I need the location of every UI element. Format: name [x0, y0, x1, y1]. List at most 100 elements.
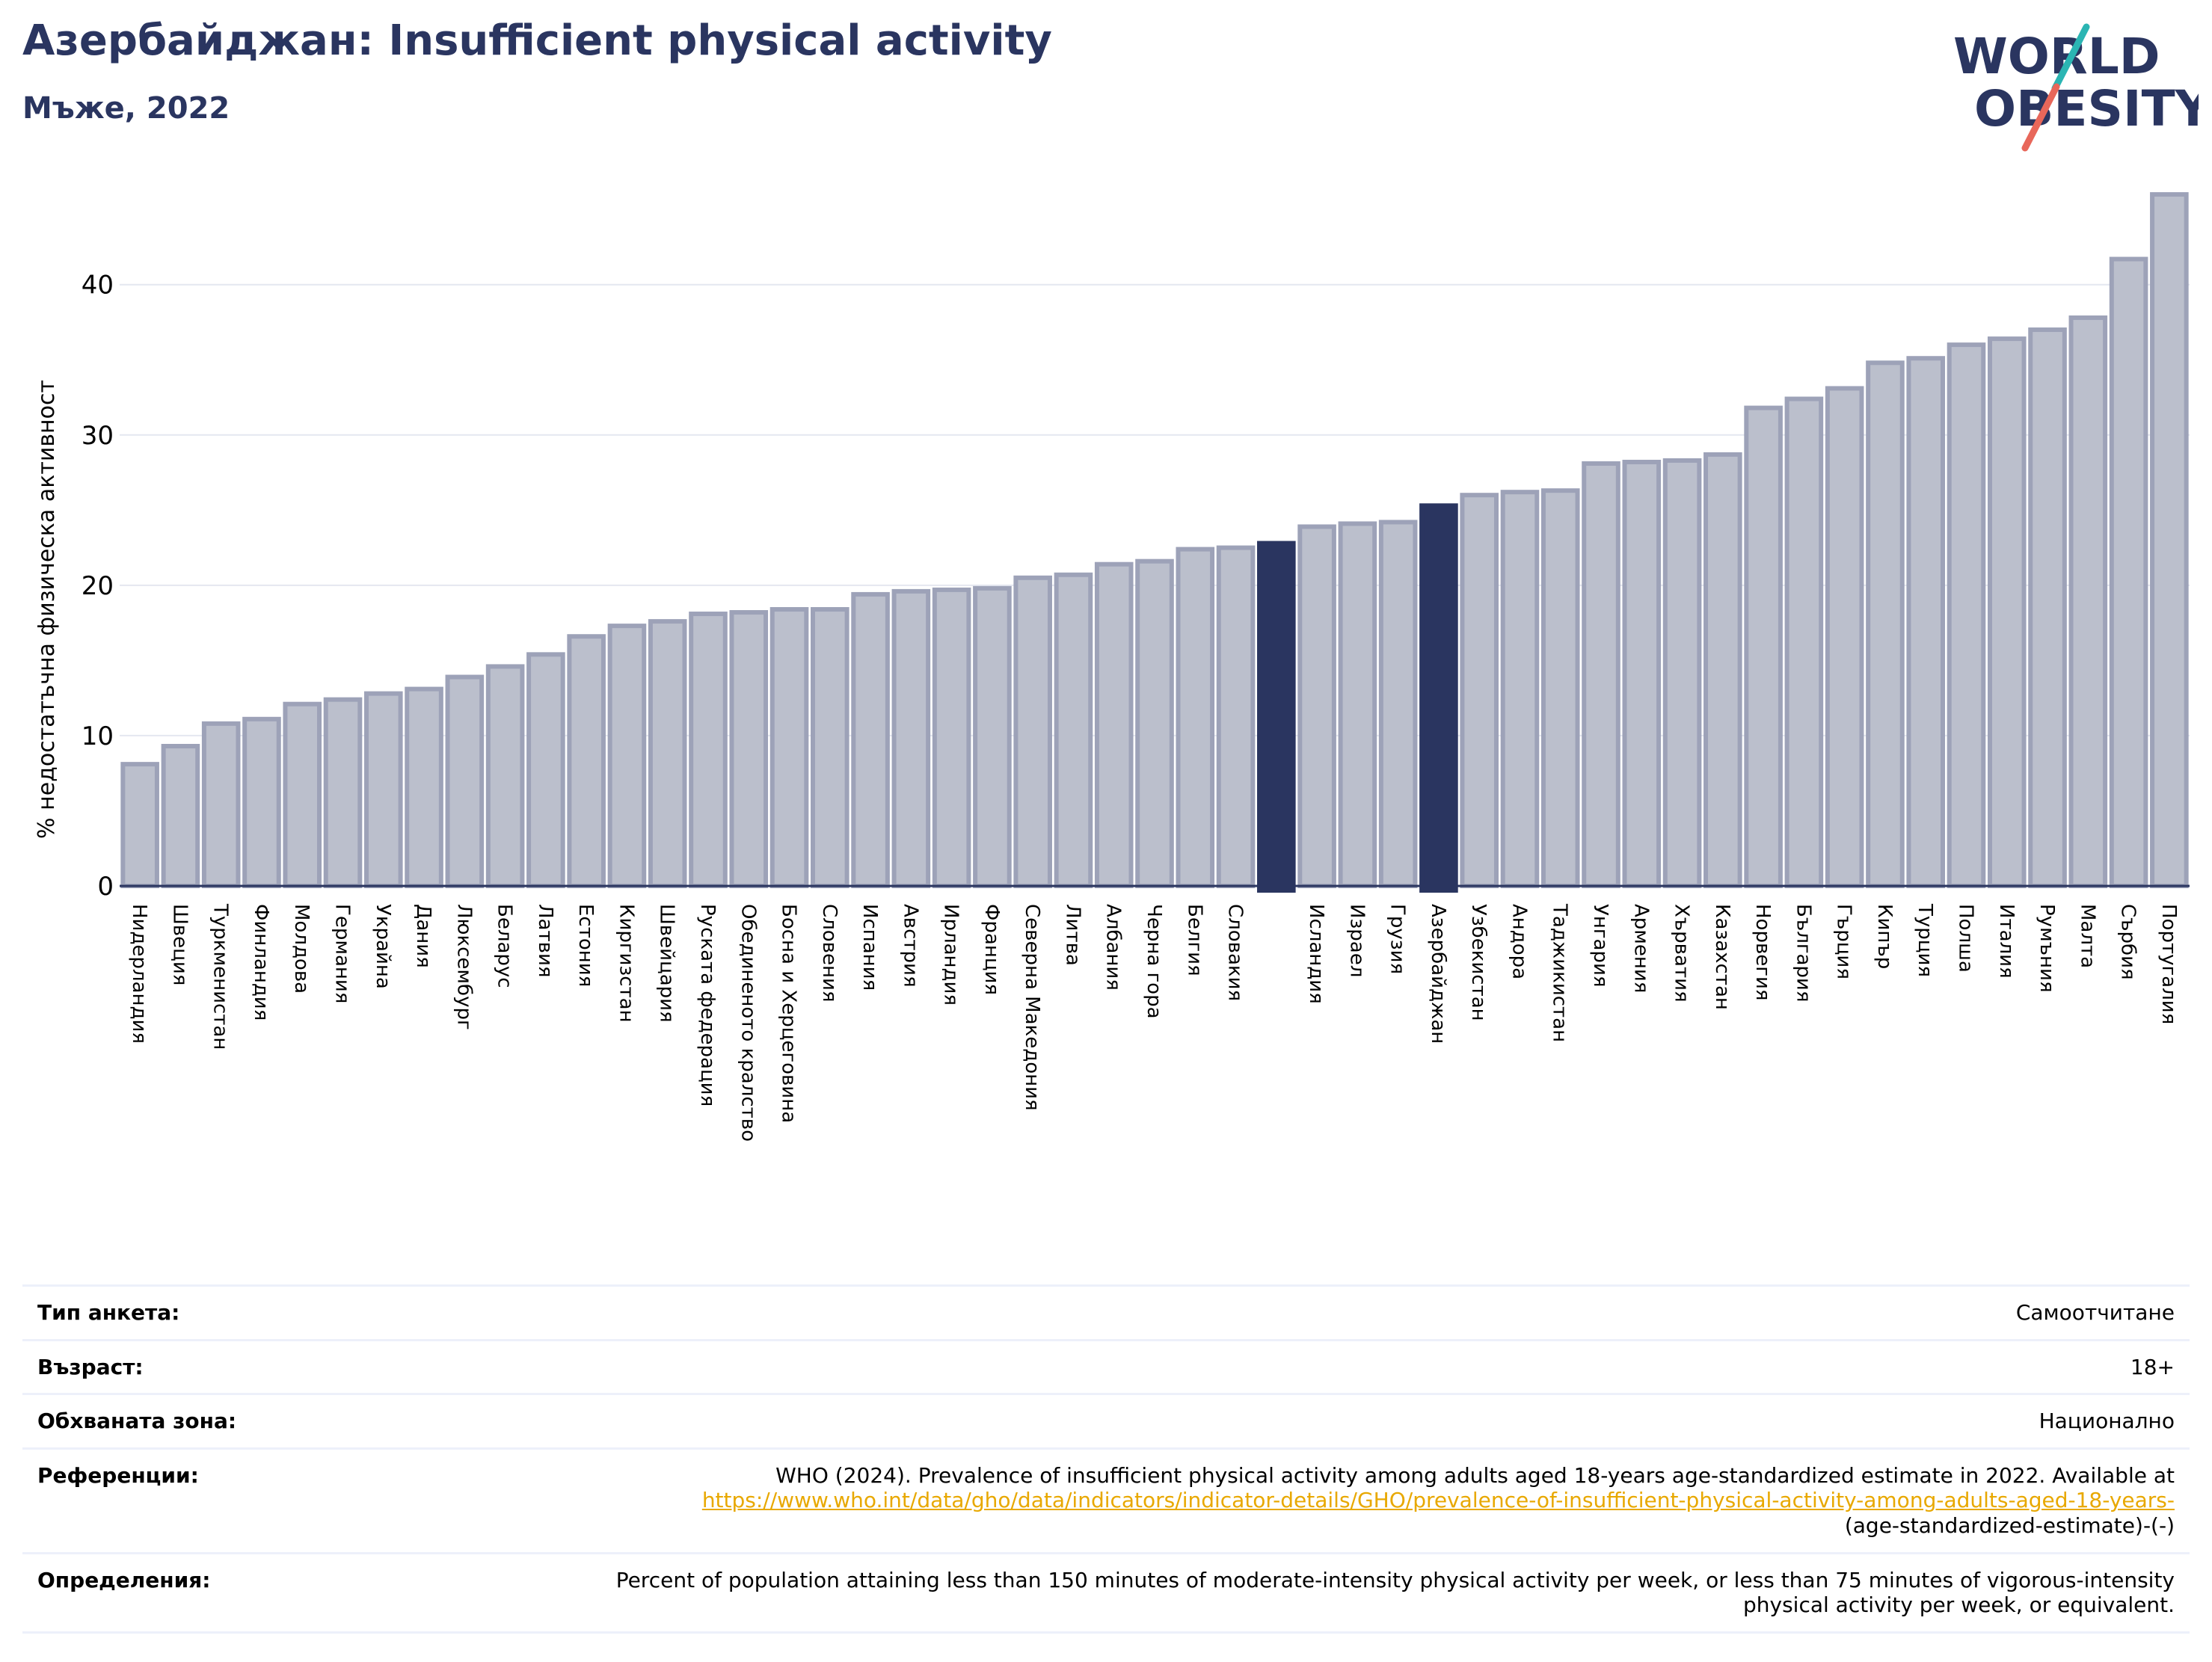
bar	[120, 762, 159, 888]
x-tick-label: Словакия	[1224, 904, 1247, 1001]
bar	[851, 591, 890, 889]
x-tick-label: Исландия	[1305, 904, 1327, 1004]
y-tick-label: 0	[97, 872, 114, 902]
bar	[1338, 521, 1377, 889]
x-tick-label: Кипър	[1873, 904, 1896, 969]
x-tick-label: Грузия	[1386, 904, 1409, 974]
bar	[1906, 356, 1946, 888]
bar	[2068, 315, 2108, 888]
x-tick-label: Гърция	[1833, 904, 1855, 979]
info-row-coverage: Обхваната зона: Национално	[22, 1393, 2190, 1447]
info-row-definitions: Определения: Percent of population attai…	[22, 1551, 2190, 1634]
x-tick-label: Молдова	[290, 904, 313, 994]
x-tick-label: Обединеното кралство	[737, 904, 759, 1142]
bar-chart: 0 10 20 30 40 Нидерландия Швеция Туркменистан Ф…	[34, 192, 2190, 1142]
x-tick-label: Украйна	[372, 904, 394, 989]
logo-slash-teal	[2051, 23, 2090, 92]
x-tick-label: Киргизстан	[615, 904, 637, 1023]
x-tick-label: Таджикистан	[1549, 903, 1571, 1042]
x-tick-label: Черна гора	[1143, 904, 1165, 1019]
bar	[242, 716, 281, 888]
x-tick-label: Северна Македония	[1021, 904, 1043, 1111]
bar	[1054, 572, 1093, 888]
y-tick-labels: 0 10 20 30 40	[82, 271, 114, 902]
world-obesity-logo: WORLD OBESITY	[1953, 23, 2199, 152]
bar	[769, 607, 809, 888]
x-tick-label: Италия	[1995, 904, 2018, 979]
logo-word-world: WORLD	[1953, 28, 2160, 85]
x-tick-label: Узбекистан	[1467, 904, 1490, 1021]
y-tick-label: 40	[82, 271, 114, 301]
y-tick-label: 10	[82, 721, 114, 751]
bar	[973, 585, 1012, 888]
bar	[891, 588, 931, 888]
info-label: Определения:	[37, 1567, 211, 1592]
x-tick-label: Белгия	[1183, 904, 1205, 976]
bar	[1582, 461, 1620, 888]
x-tick-label: Латвия	[534, 904, 556, 978]
bar	[1825, 386, 1864, 888]
x-tick-label: Испания	[858, 904, 881, 991]
x-tick-label: Полша	[1954, 904, 1976, 973]
x-tick-label: Литва	[1061, 904, 1084, 966]
bar	[363, 691, 403, 888]
x-tick-label: Турция	[1914, 903, 1936, 977]
bar	[1135, 558, 1174, 888]
bar	[689, 612, 728, 888]
x-tick-label: Руската федерация	[696, 904, 719, 1107]
x-tick-label: Германия	[331, 904, 354, 1003]
bar	[1500, 490, 1540, 888]
info-label: Възраст:	[37, 1354, 144, 1379]
x-tick-label: Казахстан	[1711, 904, 1733, 1010]
bar	[1744, 405, 1783, 888]
x-tick-label: Албания	[1102, 904, 1125, 991]
info-value: Национално	[2039, 1409, 2175, 1434]
x-tick-label: Норвегия	[1751, 904, 1774, 1000]
x-tick-label: Азербайджан	[1427, 904, 1449, 1044]
bar	[932, 587, 971, 888]
bar	[1622, 459, 1662, 888]
x-tick-label: Дания	[412, 904, 434, 968]
bar	[445, 674, 485, 888]
reference-link[interactable]: https://www.who.int/data/gho/data/indica…	[701, 1488, 2175, 1513]
x-tick-label: Франция	[980, 904, 1003, 995]
info-value: Самоотчитане	[2015, 1300, 2175, 1325]
bar	[2028, 327, 2067, 889]
bar	[1540, 488, 1580, 888]
x-tick-label: Босна и Херцеговина	[778, 904, 800, 1123]
y-tick-label: 30	[82, 421, 114, 451]
bar	[1378, 520, 1418, 888]
bar	[1297, 524, 1336, 888]
info-table: Тип анкета: Самоотчитане Възраст: 18+ Об…	[22, 1284, 2190, 1634]
bar	[607, 624, 647, 888]
bar	[283, 701, 322, 888]
bar	[1013, 575, 1052, 889]
x-tick-label: Нидерландия	[128, 904, 150, 1044]
info-row-age: Възраст: 18+	[22, 1338, 2190, 1394]
bar	[1176, 547, 1215, 888]
bar	[1866, 360, 1905, 888]
x-tick-label: Армения	[1629, 904, 1652, 993]
x-tick-label: Беларус	[494, 904, 516, 988]
x-tick-label: България	[1792, 904, 1814, 1002]
x-tick-label: Швейцария	[656, 904, 678, 1023]
x-tick-label: Сърбия	[2117, 904, 2139, 980]
bar	[567, 634, 606, 888]
bar	[2109, 256, 2148, 889]
x-tick-label: Словения	[818, 904, 841, 1003]
info-label: Референции:	[37, 1462, 199, 1488]
info-row-references: Референции: WHO (2024). Prevalence of in…	[22, 1447, 2190, 1552]
x-tick-label: Малта	[2076, 904, 2098, 968]
logo-slash-coral	[2021, 83, 2060, 152]
info-value: WHO (2024). Prevalence of insufficient p…	[702, 1463, 2175, 1539]
y-axis-label: % недостатъчна физическа активност	[34, 380, 60, 839]
bar	[811, 607, 850, 888]
x-tick-label: Андора	[1508, 904, 1530, 979]
bar	[405, 686, 443, 888]
bar	[1460, 493, 1499, 888]
info-row-survey-type: Тип анкета: Самоотчитане	[22, 1284, 2190, 1339]
bar	[323, 697, 363, 889]
bar	[1216, 545, 1256, 888]
bar	[1947, 342, 1986, 888]
bar	[2150, 192, 2189, 888]
